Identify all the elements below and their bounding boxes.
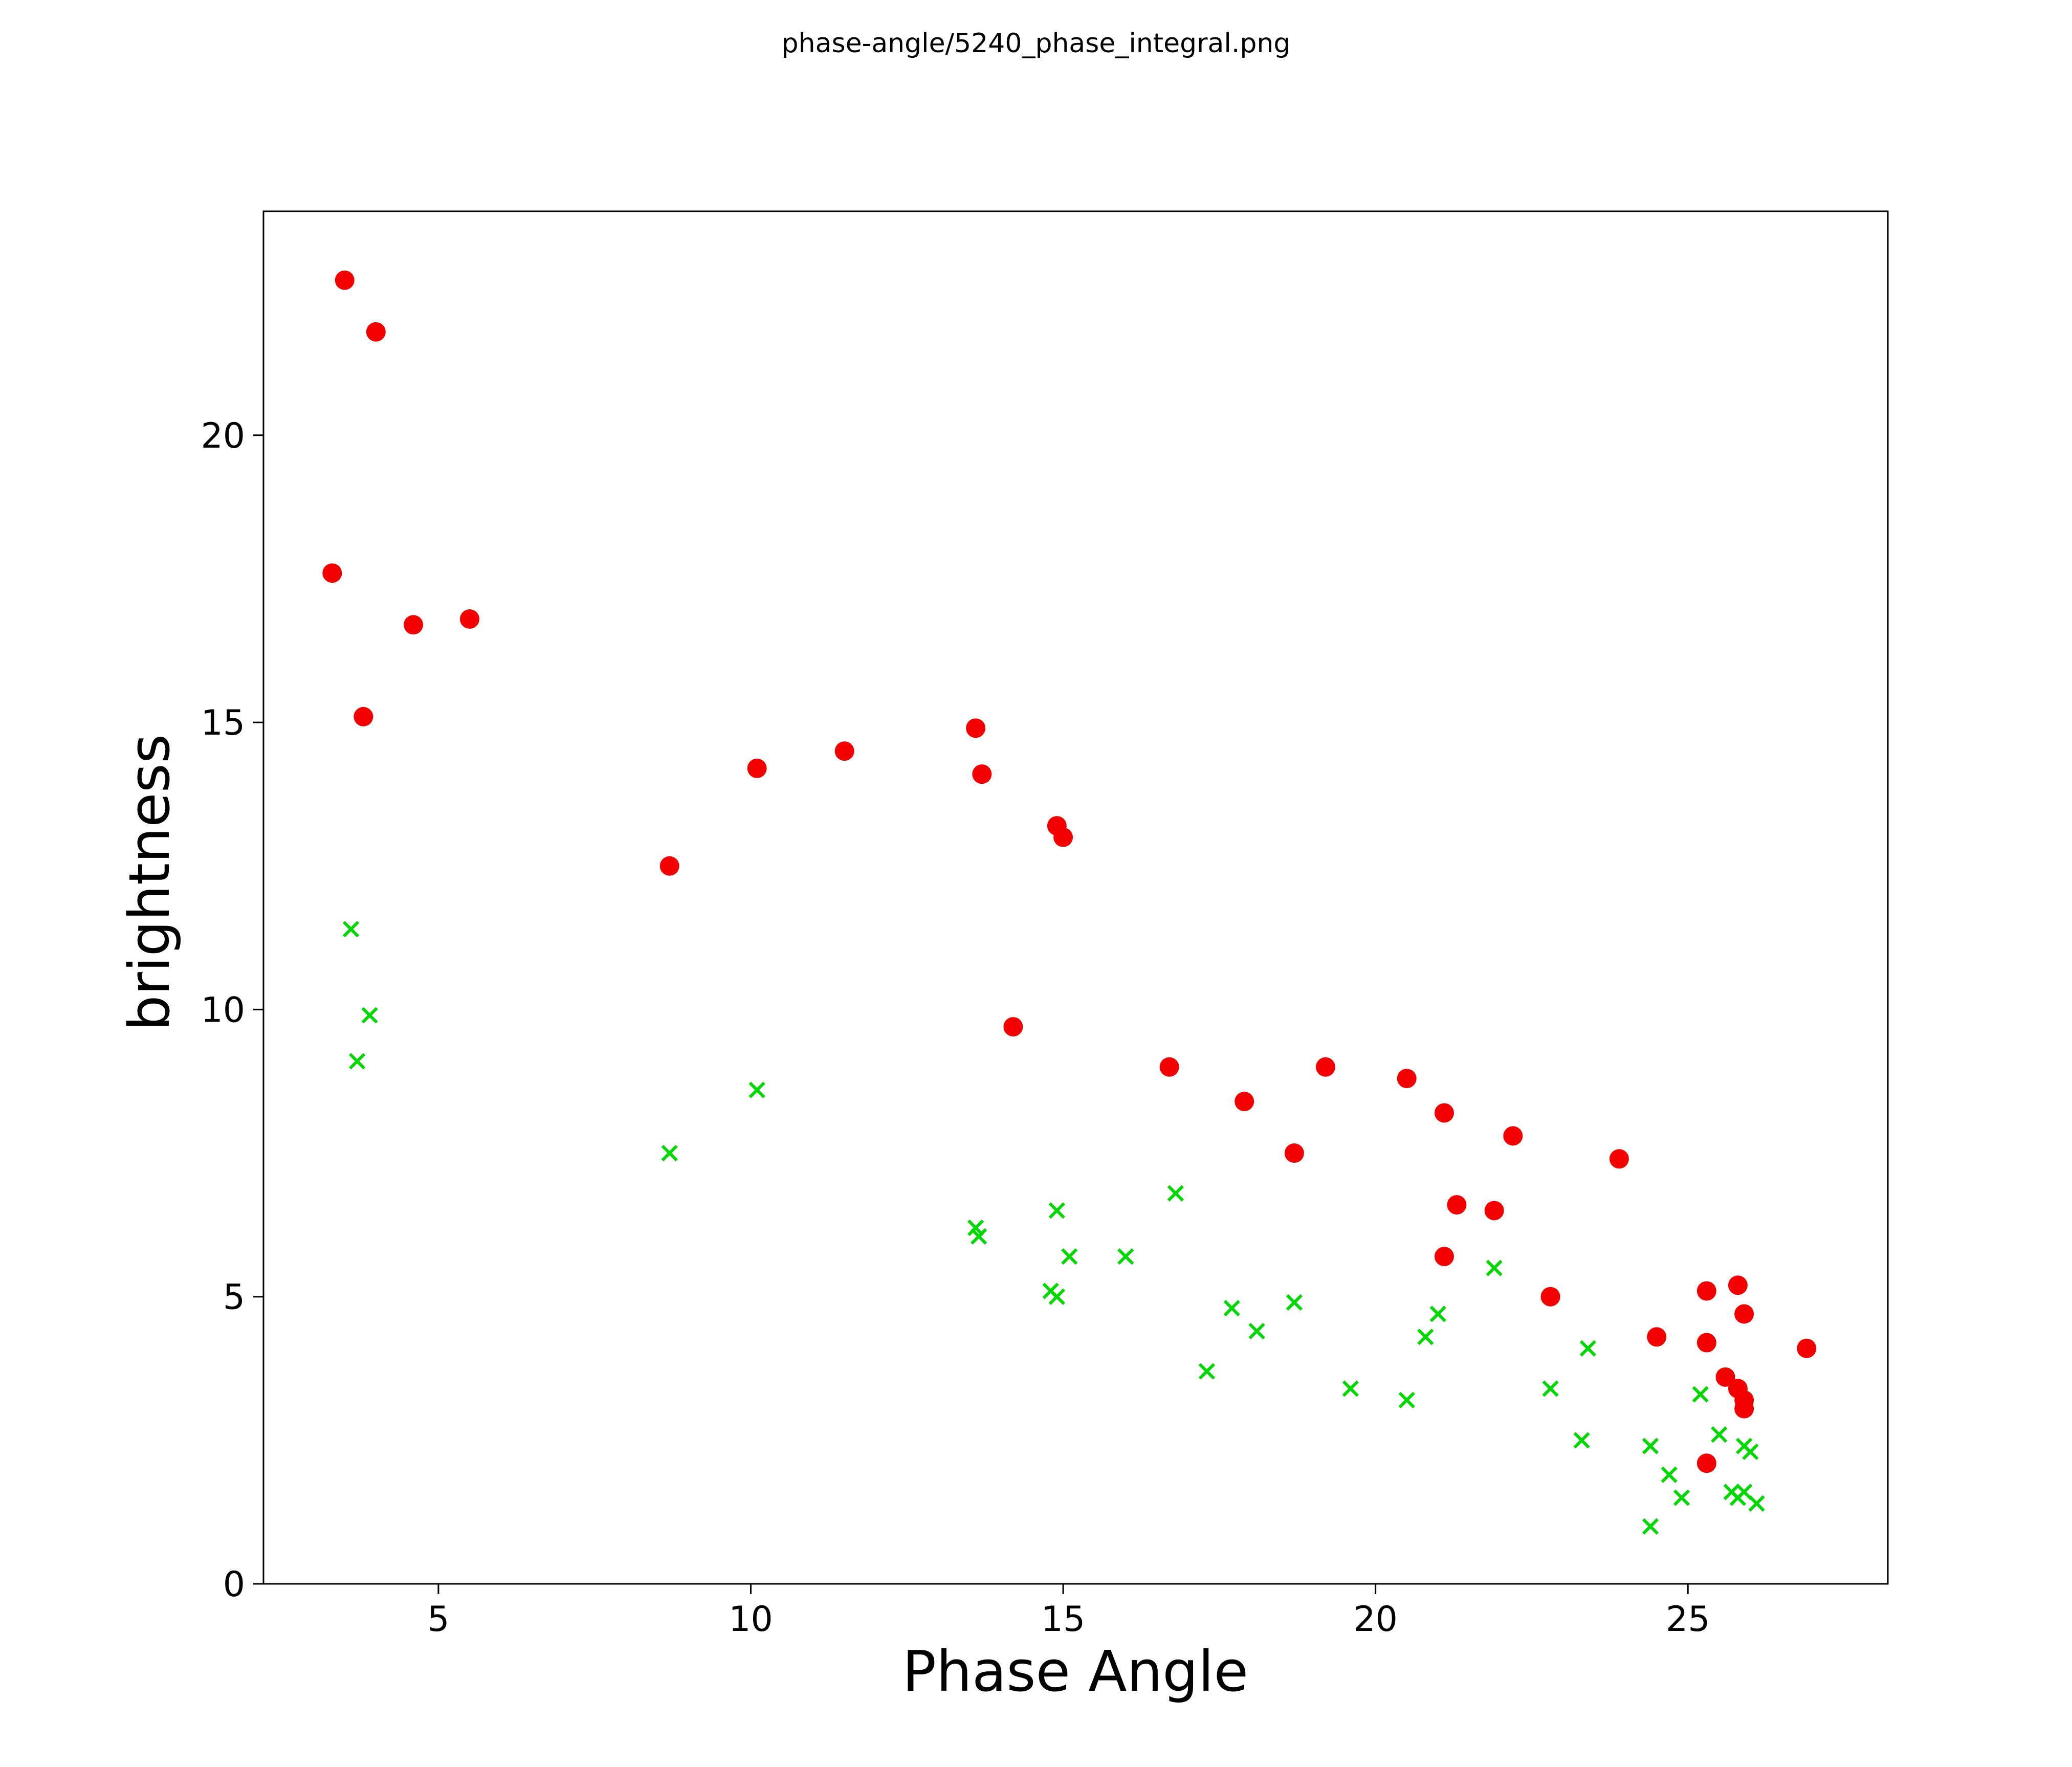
data-point-green-crosses (1748, 1495, 1765, 1512)
x-axis-label: Phase Angle (902, 1639, 1248, 1704)
y-tick-label: 0 (223, 1564, 245, 1605)
data-point-red-circles (1315, 1057, 1335, 1077)
y-tick-label: 5 (223, 1277, 245, 1318)
data-point-red-circles (366, 322, 386, 342)
data-point-red-circles (335, 270, 355, 290)
data-point-green-crosses (967, 1219, 984, 1236)
data-point-green-crosses (1061, 1248, 1078, 1265)
data-point-green-crosses (1711, 1426, 1728, 1443)
data-point-green-crosses (361, 1007, 378, 1024)
data-point-green-crosses (1286, 1294, 1303, 1311)
data-point-green-crosses (1736, 1484, 1753, 1500)
y-axis-label: brightness (117, 734, 182, 1031)
data-point-red-circles (1609, 1149, 1629, 1169)
x-tick-label: 10 (729, 1599, 773, 1640)
data-point-red-circles (1696, 1333, 1716, 1353)
data-point-red-circles (1715, 1367, 1735, 1387)
data-point-red-circles (1734, 1399, 1754, 1419)
data-point-red-circles (1434, 1103, 1454, 1123)
data-point-green-crosses (1429, 1306, 1446, 1322)
data-point-green-crosses (1642, 1438, 1659, 1454)
x-tick-label: 25 (1666, 1599, 1710, 1640)
data-point-red-circles (1540, 1287, 1560, 1307)
data-point-green-crosses (349, 1053, 366, 1070)
data-point-green-crosses (1048, 1202, 1065, 1219)
data-point-red-circles (1647, 1327, 1667, 1347)
data-point-red-circles (1003, 1017, 1023, 1037)
data-point-red-circles (1728, 1275, 1748, 1295)
x-tick-label: 15 (1041, 1599, 1086, 1640)
data-point-green-crosses (1167, 1185, 1184, 1202)
data-point-red-circles (1053, 827, 1073, 847)
data-point-green-crosses (1223, 1300, 1240, 1317)
data-point-green-crosses (1398, 1391, 1415, 1408)
data-point-red-circles (659, 856, 679, 876)
data-point-green-crosses (1742, 1443, 1759, 1460)
data-point-red-circles (354, 706, 373, 726)
y-tick-label: 20 (201, 416, 245, 456)
data-point-red-circles (1447, 1195, 1467, 1215)
data-point-green-crosses (1048, 1288, 1065, 1305)
data-point-red-circles (404, 615, 424, 635)
data-point-green-crosses (1417, 1329, 1434, 1345)
data-point-green-crosses (971, 1228, 987, 1245)
data-point-green-crosses (1573, 1432, 1590, 1449)
data-point-red-circles (966, 718, 986, 738)
plot-frame (262, 210, 1889, 1585)
data-point-green-crosses (1198, 1363, 1216, 1380)
data-point-green-crosses (1692, 1386, 1709, 1403)
data-point-green-crosses (1248, 1322, 1265, 1340)
data-point-red-circles (322, 563, 342, 583)
data-point-red-circles (1734, 1304, 1754, 1324)
data-point-green-crosses (342, 921, 360, 938)
data-point-green-crosses (1486, 1260, 1503, 1276)
data-point-green-crosses (1542, 1380, 1559, 1397)
data-point-green-crosses (1673, 1489, 1690, 1506)
data-point-red-circles (459, 609, 479, 629)
data-point-green-crosses (1579, 1340, 1596, 1357)
y-tick-label: 15 (201, 703, 245, 743)
data-point-red-circles (747, 758, 767, 778)
x-tick-label: 20 (1353, 1599, 1398, 1640)
data-point-red-circles (1484, 1201, 1504, 1221)
data-point-red-circles (1284, 1143, 1304, 1163)
data-point-green-crosses (748, 1081, 765, 1098)
data-point-green-crosses (1642, 1518, 1659, 1535)
data-point-red-circles (1696, 1281, 1716, 1301)
data-point-red-circles (972, 764, 992, 784)
data-point-green-crosses (1342, 1380, 1359, 1397)
data-point-green-crosses (1661, 1466, 1678, 1483)
data-point-red-circles (1797, 1338, 1817, 1358)
data-point-green-crosses (661, 1144, 678, 1162)
data-point-red-circles (1696, 1453, 1716, 1473)
figure-title: phase-angle/5240_phase_integral.png (782, 28, 1291, 59)
x-tick-label: 5 (427, 1599, 449, 1640)
data-point-red-circles (1503, 1126, 1523, 1146)
plot-content: 5 10 15 20 25 0 5 10 15 20 (201, 270, 1817, 1640)
data-point-red-circles (1235, 1092, 1254, 1112)
data-point-green-crosses (1117, 1248, 1134, 1265)
data-point-red-circles (1397, 1069, 1417, 1089)
data-point-red-circles (834, 741, 854, 761)
data-point-red-circles (1434, 1247, 1454, 1267)
y-tick-label: 10 (201, 990, 245, 1030)
data-point-red-circles (1159, 1057, 1179, 1077)
